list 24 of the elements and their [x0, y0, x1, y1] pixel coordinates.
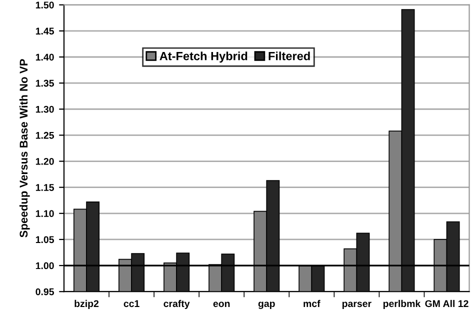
x-tick-label: cc1 — [124, 300, 140, 308]
x-tick-label: bzip2 — [74, 300, 99, 309]
y-axis-title: Speedup Versus Base With No VP — [19, 59, 30, 238]
y-tick-label: 1.00 — [36, 262, 54, 270]
legend-label: At-Fetch Hybrid — [160, 52, 248, 63]
x-tick-label: mcf — [304, 300, 320, 308]
y-tick-label: 1.10 — [36, 210, 54, 218]
y-tick-label: 1.20 — [36, 158, 54, 165]
y-tick-label: 1.35 — [36, 80, 54, 87]
x-tick-label: perlbmk — [383, 300, 421, 309]
x-tick-label: GM All 12 — [425, 300, 468, 308]
y-tick-label: 1.15 — [36, 184, 54, 191]
x-tick-label: gap — [258, 302, 275, 309]
y-tick-label: 1.25 — [36, 132, 54, 139]
y-tick-label: 0.95 — [36, 288, 54, 296]
y-tick-label: 1.40 — [36, 54, 54, 61]
y-tick-label: 1.50 — [36, 2, 54, 8]
x-tick-label: parser — [342, 302, 372, 309]
y-tick-label: 1.30 — [36, 106, 54, 113]
x-tick-label: eon — [213, 302, 230, 308]
y-tick-label: 1.05 — [36, 236, 54, 244]
legend-label: Filtered — [268, 52, 310, 60]
y-tick-label: 1.45 — [36, 28, 54, 35]
x-tick-label: crafty — [164, 300, 190, 309]
